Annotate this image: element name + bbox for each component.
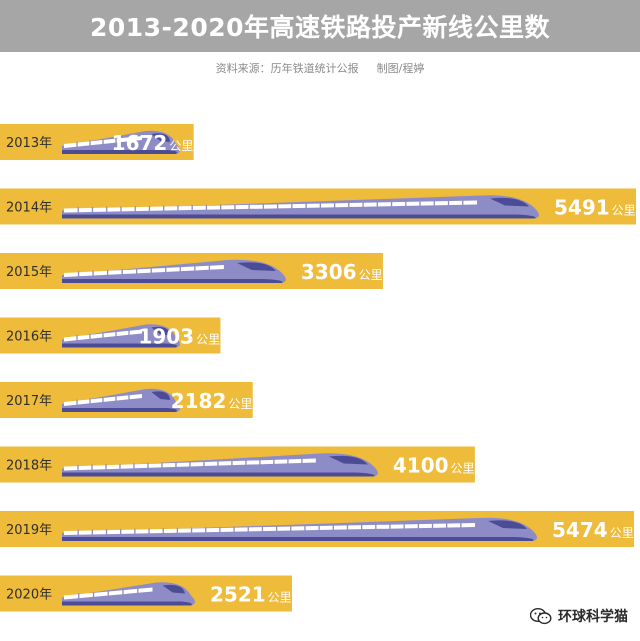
- source-line: 资料来源：历年铁道统计公报 制图/程婷: [160, 60, 480, 78]
- value-label: 1903 公里: [138, 325, 220, 349]
- value-unit: 公里: [610, 526, 634, 540]
- train-graphic: [62, 453, 378, 477]
- year-label: 2016年: [6, 330, 52, 345]
- value-unit: 公里: [359, 268, 383, 282]
- train-graphic: [62, 259, 286, 283]
- train-underside: [62, 601, 192, 606]
- source-text: 资料来源：历年铁道统计公报: [215, 62, 359, 75]
- value-unit: 公里: [612, 204, 636, 218]
- train-body: [62, 130, 180, 154]
- train-cab-window: [151, 326, 170, 336]
- train-cab-window: [328, 455, 368, 465]
- value-number: 5474: [552, 518, 608, 542]
- value-unit: 公里: [268, 591, 292, 605]
- year-label: 2018年: [6, 459, 52, 474]
- value-number: 4100: [393, 454, 449, 478]
- train-cab-window: [162, 584, 185, 594]
- value-unit: 公里: [196, 333, 220, 347]
- train-graphic: [62, 388, 180, 412]
- value-label: 3306 公里: [301, 260, 383, 284]
- bar-group: 2016年 1903 公里: [0, 317, 221, 354]
- chart-title: 2013-2020年高速铁路投产新线公里数: [0, 0, 640, 52]
- watermark: 环球科学猫: [530, 604, 628, 628]
- bar-group: 2015年 3306 公里: [0, 253, 383, 289]
- value-unit: 公里: [451, 462, 475, 476]
- train-body: [62, 582, 195, 606]
- train-underside: [62, 537, 534, 541]
- train-graphic: [62, 130, 180, 154]
- year-label: 2020年: [6, 588, 52, 603]
- bar-group: 2020年 2521 公里: [0, 575, 292, 612]
- credit-text: 制图/程婷: [376, 62, 425, 75]
- watermark-text: 环球科学猫: [558, 609, 628, 625]
- train-window-band: [64, 200, 477, 213]
- bar-group: 2019年 5474 公里: [0, 511, 635, 547]
- train-underside: [62, 150, 177, 154]
- value-number: 1672: [112, 131, 168, 155]
- train-graphic: [62, 195, 539, 219]
- value-label: 5474 公里: [552, 518, 634, 542]
- bar-group: 2013年 1672 公里: [0, 124, 194, 160]
- train-window-band: [64, 523, 476, 535]
- year-label: 2014年: [6, 201, 52, 216]
- train-underside: [62, 343, 177, 348]
- value-label: 2182 公里: [171, 389, 253, 413]
- year-label: 2017年: [6, 394, 52, 409]
- train-cab-window: [490, 197, 529, 207]
- value-number: 1903: [138, 325, 194, 349]
- train-window-band: [64, 265, 224, 277]
- year-label: 2019年: [6, 523, 52, 538]
- train-body: [62, 388, 180, 412]
- bar-group: 2018年 4100 公里: [0, 446, 475, 483]
- value-label: 1672 公里: [112, 131, 194, 155]
- train-graphic: [62, 582, 195, 606]
- value-number: 2521: [210, 583, 266, 607]
- train-underside: [62, 472, 375, 477]
- train-underside: [62, 408, 177, 412]
- value-number: 3306: [301, 260, 357, 284]
- bar-group: 2014年 5491 公里: [0, 188, 636, 225]
- train-underside: [62, 214, 536, 219]
- train-graphic: [62, 324, 180, 348]
- value-label: 4100 公里: [393, 454, 475, 478]
- train-underside: [62, 279, 283, 283]
- year-label: 2013年: [6, 136, 52, 151]
- value-number: 5491: [554, 196, 610, 220]
- train-cab-window: [236, 262, 276, 271]
- train-graphic: [62, 517, 538, 541]
- train-cab-window: [151, 391, 170, 400]
- value-label: 5491 公里: [554, 196, 636, 220]
- value-unit: 公里: [169, 139, 193, 153]
- value-unit: 公里: [228, 397, 252, 411]
- wechat-icon: [530, 608, 552, 625]
- value-number: 2182: [171, 389, 227, 413]
- year-label: 2015年: [6, 265, 52, 280]
- train-body: [62, 324, 180, 348]
- train-cab-window: [488, 520, 528, 529]
- train-cab-window: [151, 133, 170, 142]
- bar-group: 2017年 2182 公里: [0, 382, 253, 418]
- value-label: 2521 公里: [210, 583, 292, 607]
